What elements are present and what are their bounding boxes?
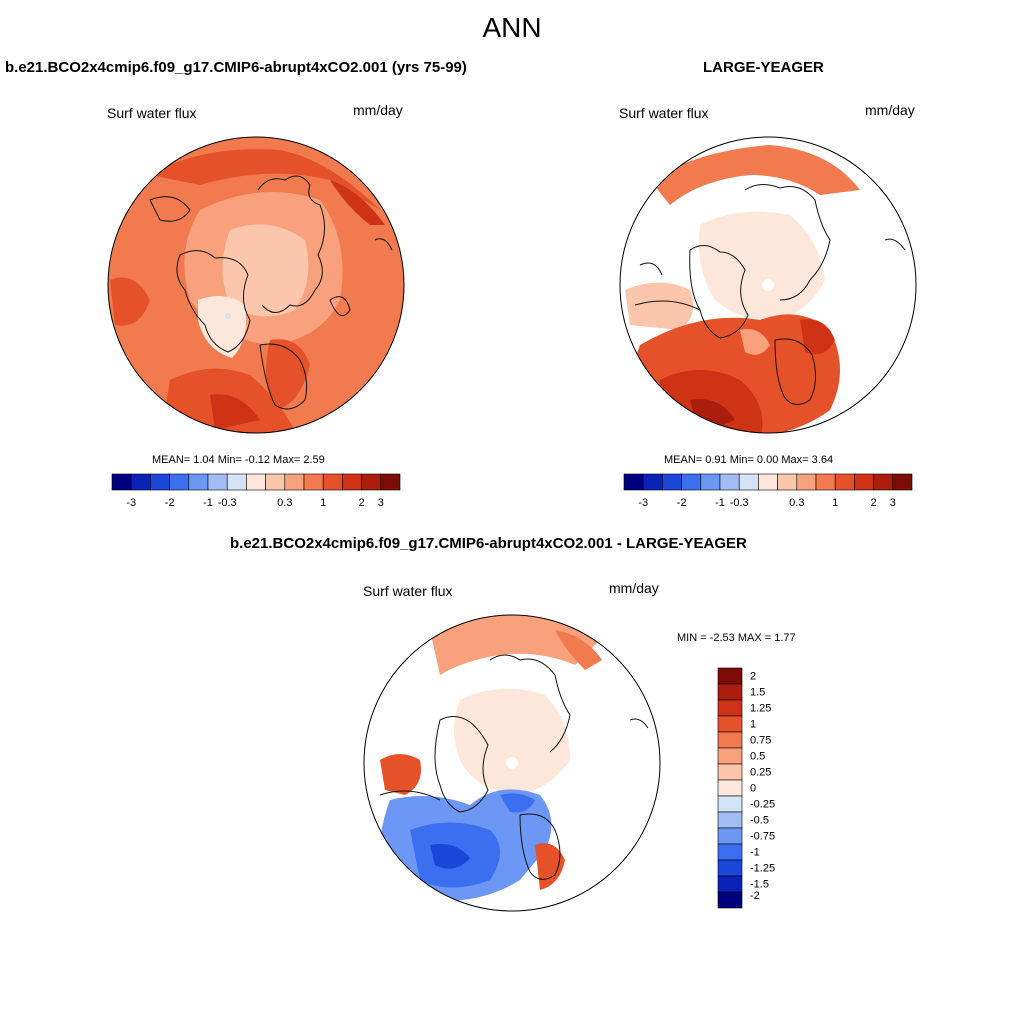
colorbar1-swatch [265,473,286,491]
colorbar3-swatch [717,683,743,701]
panel3-field-label: Surf water flux [363,583,453,599]
colorbar1-swatch [226,473,247,491]
colorbar3-tick-label: -0.75 [750,831,775,843]
colorbar3-tick-label: -1.5 [750,879,769,891]
colorbar3-tick-label: 2 [750,671,756,683]
colorbar2-tick-label: 0.3 [789,497,804,509]
colorbar3-swatch [717,747,743,765]
colorbar3-swatch [717,875,743,893]
colorbar3-swatch [717,859,743,877]
panel1-units: mm/day [353,102,403,118]
colorbar1-swatch [303,473,324,491]
colorbar3-tick-label: 0.25 [750,767,771,779]
colorbar3-swatch [717,779,743,797]
colorbar2-swatch [796,473,817,491]
panel2-field-label: Surf water flux [619,105,709,121]
colorbar3-tick-label: 0.75 [750,735,771,747]
colorbar3-tick-label: -1 [750,847,760,859]
colorbar2-swatch [623,473,644,491]
colorbar-panel2: -3 -2 -1 -0.3 0.3 1 2 3 [623,473,913,509]
colorbar3-swatch [717,811,743,829]
colorbar1-tick-label: 3 [378,497,384,509]
colorbar1-swatch [111,473,132,491]
colorbar2-swatch [758,473,778,491]
colorbar2-swatch [662,473,682,491]
colorbar-panel3: 2 1.5 1.25 1 0.75 0.5 0.25 0 -0.25 -0.5 -0.75 -1 -1.… [717,667,775,909]
colorbar2-tick-label: 3 [890,497,896,509]
colorbar3-swatch [717,667,743,685]
colorbar1-tick-label: 0.3 [277,497,292,509]
colorbar3-tick-label: 1.5 [750,687,765,699]
panel2-stats: MEAN= 0.91 Min= 0.00 Max= 3.64 [664,454,834,466]
colorbar2-swatch [854,473,874,491]
colorbar1-swatch [130,473,151,491]
colorbar2-swatch [892,473,913,491]
panel3-units: mm/day [609,580,659,596]
colorbar1-tick-label: 2 [359,497,365,509]
colorbar1-tick-label: -3 [126,497,136,509]
colorbar3-swatch [717,715,743,733]
colorbar2-swatch [777,473,798,491]
colorbar3-swatch [717,795,743,813]
colorbar1-swatch [380,473,401,491]
colorbar3-swatch [717,843,743,861]
panel2-units: mm/day [865,102,915,118]
colorbar1-swatch [342,473,362,491]
colorbar1-swatch [169,473,190,491]
colorbar3-swatch [717,891,743,909]
colorbar2-tick-label: 1 [832,497,838,509]
colorbar3-tick-label: 0 [750,783,756,795]
colorbar1-swatch [246,473,266,491]
colorbar2-swatch [873,473,894,491]
colorbar1-swatch [188,473,209,491]
colorbar2-swatch [834,473,855,491]
colorbar3-swatch [717,731,743,749]
colorbar3-tick-label: -0.25 [750,799,775,811]
panel3-title: b.e21.BCO2x4cmip6.f09_g17.CMIP6-abrupt4x… [230,535,747,552]
colorbar2-swatch [815,473,836,491]
colorbar3-tick-label: 0.5 [750,751,765,763]
colorbar3-tick-label: -0.5 [750,815,769,827]
colorbar2-tick-label: -2 [677,497,687,509]
colorbar2-tick-label: -3 [638,497,648,509]
colorbar2-swatch [642,473,663,491]
colorbar3-tick-label: -1.25 [750,863,775,875]
panel1-stats: MEAN= 1.04 Min= -0.12 Max= 2.59 [152,454,325,466]
colorbar1-swatch [361,473,382,491]
colorbar3-tick-label: 1.25 [750,703,771,715]
colorbar3-tick-label: 1 [750,719,756,731]
colorbar1-swatch [150,473,170,491]
colorbar3-swatch [717,699,743,717]
colorbar-panel1: -3 -2 -1 -0.3 0.3 1 2 3 [111,473,401,509]
colorbar2-swatch [700,473,721,491]
colorbar1-tick-label: -0.3 [218,497,237,509]
colorbar1-swatch [284,473,305,491]
colorbar2-tick-label: -0.3 [730,497,749,509]
panel1-title: b.e21.BCO2x4cmip6.f09_g17.CMIP6-abrupt4x… [5,59,467,76]
panel2-title: LARGE-YEAGER [703,59,824,76]
colorbar3-swatch [717,763,743,781]
colorbar2-swatch [719,473,740,491]
colorbar2-swatch [738,473,759,491]
colorbar1-swatch [207,473,228,491]
colorbar1-swatch [322,473,343,491]
colorbar3-swatch [717,827,743,845]
map-panel3 [364,615,660,911]
map-panel2 [620,137,916,433]
figure-title: ANN [482,12,542,43]
colorbar3-tick-label: -2 [750,890,760,902]
colorbar2-tick-label: -1 [715,497,725,509]
panel1-field-label: Surf water flux [107,105,197,121]
colorbar1-tick-label: -2 [165,497,175,509]
colorbar1-tick-label: -1 [203,497,213,509]
colorbar2-tick-label: 2 [871,497,877,509]
colorbar2-swatch [681,473,702,491]
panel3-stats: MIN = -2.53 MAX = 1.77 [677,632,796,644]
colorbar1-tick-label: 1 [320,497,326,509]
